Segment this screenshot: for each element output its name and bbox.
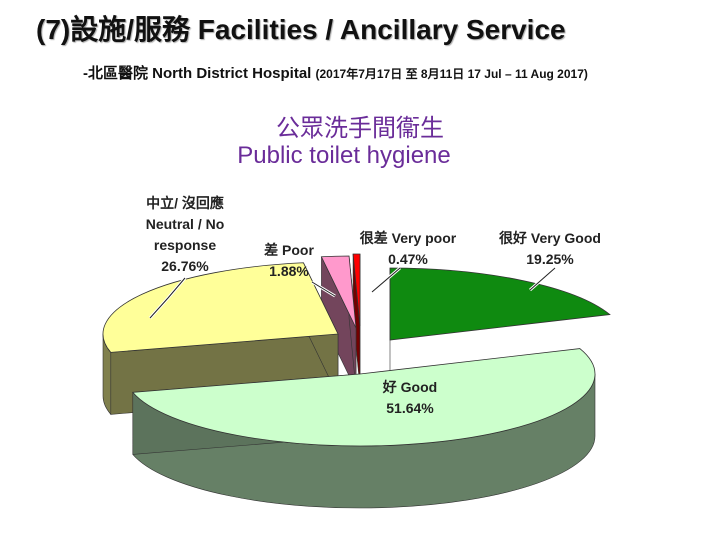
data-label-very-good: 很好 Very Good 19.25% — [499, 230, 601, 267]
hospital-name: -北區醫院 North District Hospital — [83, 65, 312, 82]
pie-tops — [102, 253, 611, 447]
pie-slice-very-good — [389, 267, 611, 341]
pie-slice-good — [131, 348, 596, 447]
pie-slice-poor — [320, 255, 357, 329]
pie-slice-very-poor — [352, 253, 361, 327]
leader-line-very-poor — [371, 267, 401, 293]
chart-title-en: Public toilet hygiene — [237, 142, 451, 169]
data-label-good: 好 Good 51.64% — [382, 379, 437, 416]
leader-line-very-good — [529, 267, 556, 291]
data-label-neutral: 中立/ 沒回應 Neutral / No response 26.76% — [146, 195, 225, 274]
chart-title-zh: 公眾洗手間衞生 — [276, 115, 444, 142]
survey-dates: (2017年7月17日 至 8月11日 17 Jul – 11 Aug 2017… — [315, 67, 588, 81]
leader-line-poor — [311, 281, 336, 297]
pie-labels: 很好 Very Good 19.25% 好 Good 51.64% 中立/ 沒回應 Neu… — [146, 195, 601, 416]
data-label-poor: 差 Poor 1.88% — [264, 242, 314, 279]
data-label-very-poor: 很差 Very poor 0.47% — [360, 230, 457, 267]
page-title: (7)設施/服務 Facilities / Ancillary Service — [36, 14, 566, 45]
pie-slice-neutral — [102, 262, 339, 353]
leader-line-neutral — [149, 277, 186, 319]
pie-leader-lines — [148, 266, 556, 320]
page-subtitle: -北區醫院 North District Hospital (2017年7月17… — [83, 62, 588, 83]
